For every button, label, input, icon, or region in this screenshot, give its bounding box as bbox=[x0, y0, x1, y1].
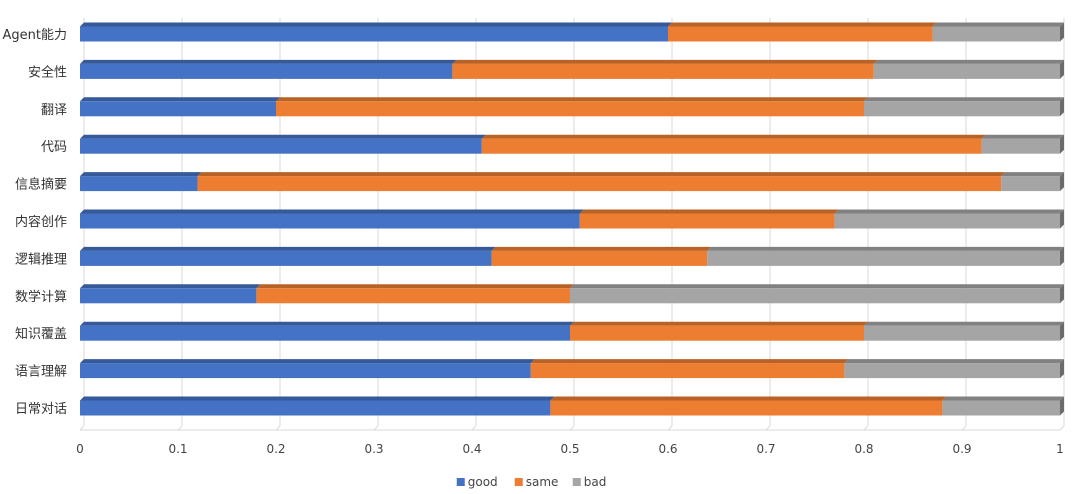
category-label: Agent能力 bbox=[3, 28, 67, 43]
bar-segment-bad bbox=[942, 396, 1064, 416]
x-tick-label: 0.1 bbox=[168, 442, 187, 456]
bar-segment-same bbox=[276, 97, 868, 117]
category-label: 知识覆盖 bbox=[15, 326, 67, 342]
bar-segment-good bbox=[80, 59, 457, 79]
bar-segment-bad bbox=[1001, 172, 1064, 192]
bar-segment-same bbox=[668, 22, 937, 42]
bar-segment-good bbox=[80, 134, 486, 154]
legend-swatch bbox=[514, 478, 523, 486]
bar-segment-bad bbox=[873, 59, 1064, 79]
bar-segment-bad bbox=[570, 284, 1064, 304]
category-label: 翻译 bbox=[41, 103, 67, 118]
category-label: 内容创作 bbox=[15, 214, 67, 230]
bar-segment-bad bbox=[864, 321, 1064, 341]
x-tick-label: 1 bbox=[1056, 442, 1064, 456]
gridline-floor bbox=[275, 425, 281, 431]
legend-label: same bbox=[526, 475, 559, 489]
gridline-floor bbox=[863, 425, 869, 431]
bar-segment-bad bbox=[864, 97, 1064, 117]
bar-segment-same bbox=[491, 246, 712, 266]
category-label: 语言理解 bbox=[15, 365, 67, 380]
category-labels: Agent能力安全性翻译代码信息摘要内容创作逻辑推理数学计算知识覆盖语言理解日常… bbox=[3, 28, 67, 417]
bar-segment-bad bbox=[844, 359, 1064, 379]
category-label: 代码 bbox=[41, 140, 67, 155]
legend-swatch bbox=[456, 478, 465, 486]
bar-segment-good bbox=[80, 396, 555, 416]
gridline-floor bbox=[765, 425, 771, 431]
bar-segment-same bbox=[256, 284, 574, 304]
legend-label: good bbox=[468, 475, 498, 489]
category-label: 逻辑推理 bbox=[15, 252, 67, 267]
bar-segment-good bbox=[80, 172, 202, 192]
bar-segment-good bbox=[80, 284, 261, 304]
bar-segment-good bbox=[80, 97, 280, 117]
bar-segment-bad bbox=[834, 209, 1064, 229]
bar-segment-bad bbox=[707, 246, 1064, 266]
bar-segment-same bbox=[481, 134, 986, 154]
bar-segment-good bbox=[80, 246, 496, 266]
bar-layer bbox=[80, 22, 1064, 416]
bar-segment-same bbox=[452, 59, 878, 79]
legend-item-bad: bad bbox=[572, 475, 607, 489]
legend-item-good: good bbox=[456, 475, 498, 489]
category-label: 日常对话 bbox=[15, 402, 67, 417]
x-tick-label: 0.7 bbox=[756, 442, 775, 456]
gridline-floor bbox=[569, 425, 575, 431]
x-tick-labels: 0 0.1 0.2 0.3 0.4 0.5 0.6 0.7 0.8 0.9 1 bbox=[76, 442, 1064, 456]
legend-item-same: same bbox=[514, 475, 559, 489]
x-tick-label: 0.4 bbox=[462, 442, 481, 456]
x-tick-label: 0.6 bbox=[658, 442, 677, 456]
category-label: 安全性 bbox=[28, 64, 67, 80]
bar-segment-good bbox=[80, 209, 584, 229]
legend-swatch bbox=[572, 478, 581, 486]
gridline-floor bbox=[961, 425, 967, 431]
bar-segment-good bbox=[80, 321, 574, 341]
bar-segment-same bbox=[570, 321, 868, 341]
x-tick-label: 0.5 bbox=[560, 442, 579, 456]
x-tick-label: 0.9 bbox=[952, 442, 971, 456]
bar-segment-bad bbox=[932, 22, 1064, 42]
bar-segment-same bbox=[197, 172, 1006, 192]
gridline-floor bbox=[667, 425, 673, 431]
gridline-floor bbox=[1059, 425, 1065, 431]
x-tick-label: 0.2 bbox=[266, 442, 285, 456]
gridline-floor bbox=[177, 425, 183, 431]
gridline-floor bbox=[471, 425, 477, 431]
x-tick-label: 0.3 bbox=[364, 442, 383, 456]
bar-segment-good bbox=[80, 22, 672, 42]
bar-segment-same bbox=[530, 359, 849, 379]
category-label: 数学计算 bbox=[15, 289, 67, 305]
gridline-floor bbox=[373, 425, 379, 431]
category-label: 信息摘要 bbox=[15, 177, 67, 193]
bar-segment-bad bbox=[981, 134, 1064, 154]
bar-segment-good bbox=[80, 359, 535, 379]
gridline-floor bbox=[79, 425, 85, 431]
bar-segment-same bbox=[550, 396, 947, 416]
bar-segment-same bbox=[579, 209, 839, 229]
legend-label: bad bbox=[584, 475, 607, 489]
x-tick-label: 0.8 bbox=[854, 442, 873, 456]
x-tick-label: 0 bbox=[76, 442, 84, 456]
legend: good same bad bbox=[456, 475, 607, 489]
